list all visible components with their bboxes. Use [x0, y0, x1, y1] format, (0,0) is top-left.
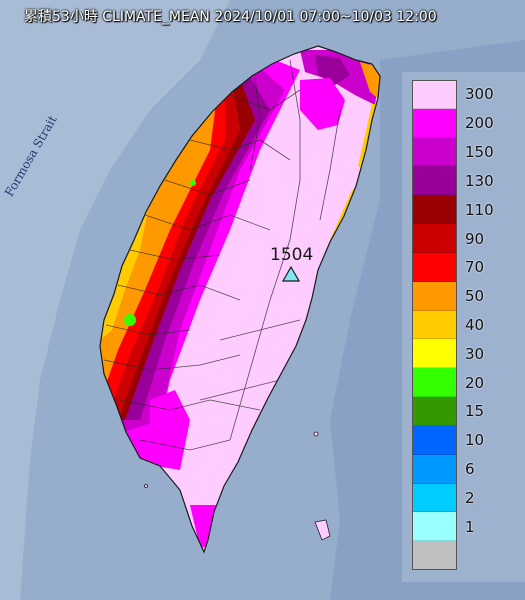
- legend-swatch: [412, 108, 457, 138]
- legend-label: 2: [465, 488, 475, 507]
- legend-label: 300: [465, 85, 494, 104]
- legend-swatch: [412, 252, 457, 282]
- legend-swatch: [412, 281, 457, 311]
- legend-label: 40: [465, 316, 485, 334]
- legend-swatch: [412, 483, 457, 513]
- legend-swatch: [412, 137, 457, 167]
- legend-label: 110: [465, 200, 494, 219]
- legend-frame: [412, 80, 457, 570]
- legend-label: 1: [465, 517, 475, 536]
- legend-swatch: [412, 425, 457, 455]
- legend-label: 200: [465, 114, 494, 133]
- map-title: 累積53小時 CLIMATE_MEAN 2024/10/01 07:00~10/…: [24, 9, 437, 25]
- legend-swatch: [412, 80, 457, 109]
- legend-label: 10: [465, 431, 485, 450]
- legend-swatch: [412, 224, 457, 253]
- peak-triangle-icon: [282, 266, 300, 282]
- legend-swatch: [412, 166, 457, 196]
- rainfall-legend: 300 200 150 130 110 90 70 50 40 30 20 15 10 6 2 1: [412, 80, 525, 570]
- legend-label: 150: [465, 143, 494, 162]
- legend-label: 90: [465, 229, 485, 248]
- legend-label: 15: [465, 402, 485, 421]
- legend-label: 130: [465, 171, 494, 190]
- legend-label: 20: [465, 373, 485, 392]
- small-islands: [144, 431, 331, 541]
- legend-label: 50: [465, 287, 485, 306]
- peak-value-label: 1504: [270, 245, 314, 265]
- legend-swatch: [412, 512, 457, 542]
- legend-label: 70: [465, 258, 485, 277]
- legend-swatch: [412, 195, 457, 225]
- legend-swatch: [412, 454, 457, 484]
- legend-swatch: [412, 397, 457, 426]
- legend-label: 6: [465, 460, 475, 479]
- legend-label: 30: [465, 344, 485, 363]
- legend-swatch: [412, 310, 457, 340]
- legend-swatch: [412, 368, 457, 398]
- legend-swatch: [412, 339, 457, 369]
- legend-swatch: [412, 541, 457, 570]
